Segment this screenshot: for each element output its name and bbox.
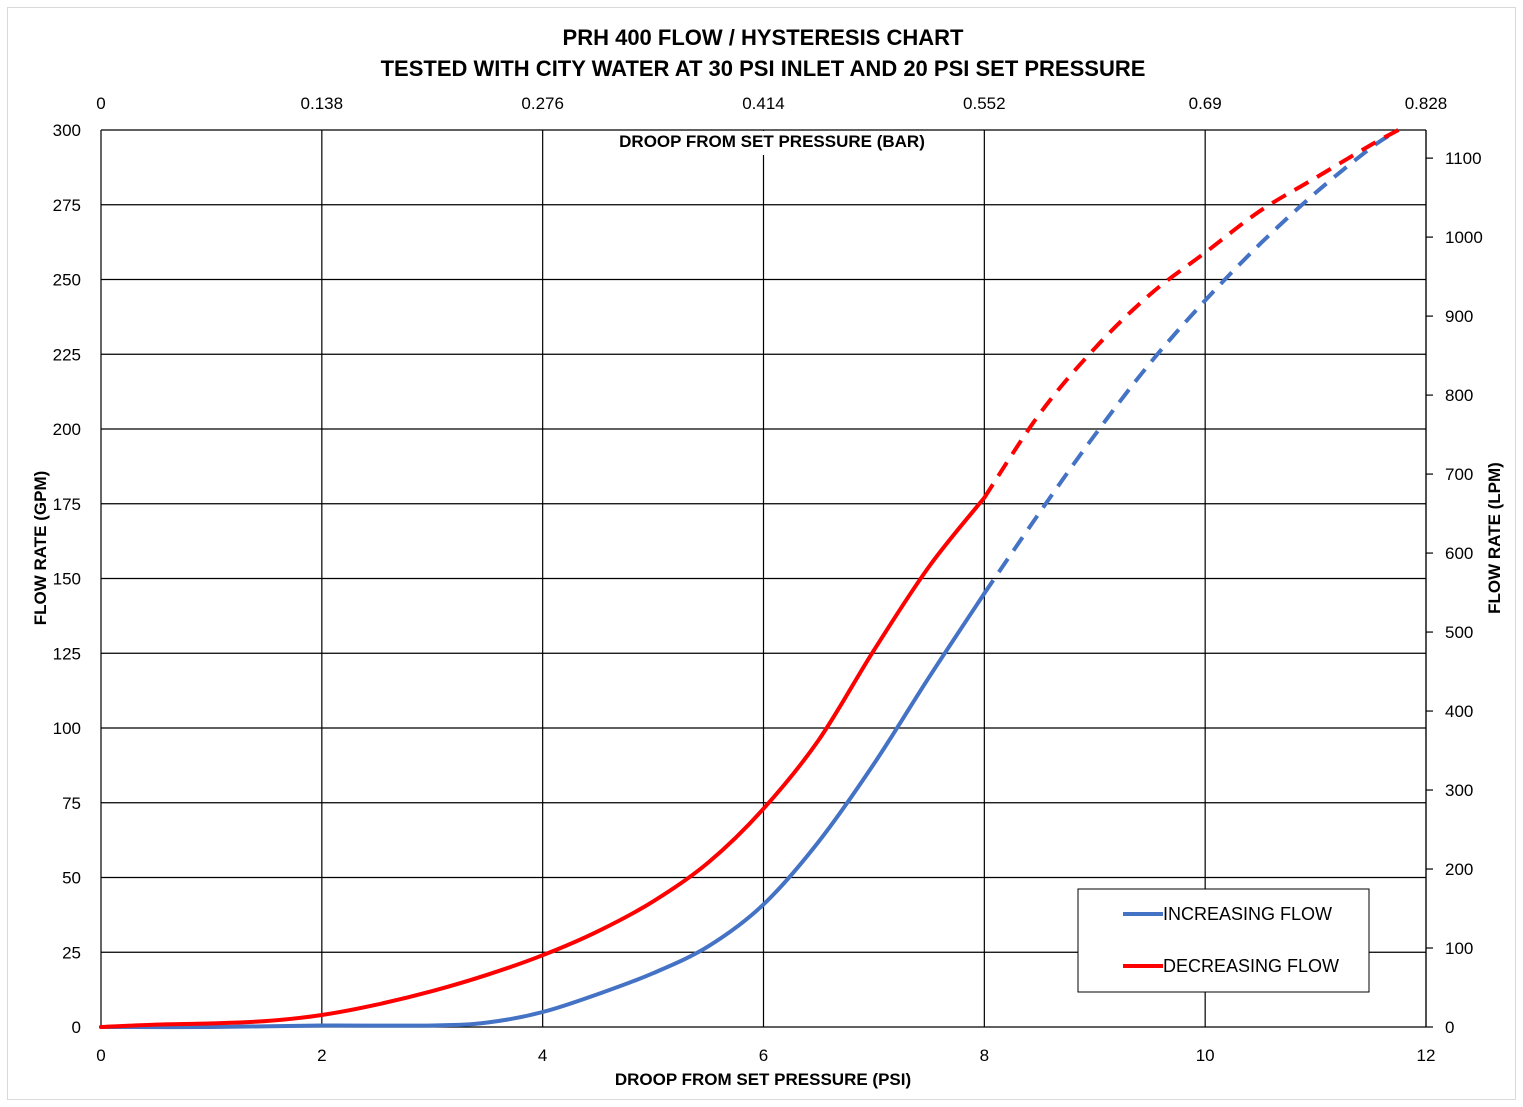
y-tick-label: 250 [53,271,81,290]
x2-tick-label: 0.828 [1405,94,1448,113]
x2-tick-label: 0.552 [963,94,1006,113]
decreasing-flow-projected-line [982,128,1400,499]
y2-tick-label: 100 [1445,939,1473,958]
x-axis-label: DROOP FROM SET PRESSURE (PSI) [615,1070,911,1089]
y2-tick-label: 500 [1445,623,1473,642]
legend: INCREASING FLOW DECREASING FLOW [1077,888,1370,993]
y2-tick-label: 0 [1445,1018,1454,1037]
y-tick-label: 200 [53,420,81,439]
y2-tick-label: 700 [1445,465,1473,484]
increasing-flow-line [99,591,987,1030]
decreasing-flow-line [99,495,987,1029]
legend-label-decreasing: DECREASING FLOW [1163,956,1339,976]
y2-tick-label: 600 [1445,544,1473,563]
y-tick-label: 275 [53,196,81,215]
x-tick-label: 8 [980,1046,989,1065]
y-tick-label: 175 [53,495,81,514]
y-tick-label: 150 [53,570,81,589]
series-lines [99,128,1400,1030]
x-tick-label: 4 [538,1046,547,1065]
x2-tick-label: 0.69 [1189,94,1222,113]
chart-subtitle: TESTED WITH CITY WATER AT 30 PSI INLET A… [381,56,1146,81]
y2-axis-label: FLOW RATE (LPM) [1485,462,1504,614]
top-axis-label: DROOP FROM SET PRESSURE (BAR) [619,132,925,151]
y-tick-label: 25 [62,943,81,962]
y2-tick-label: 300 [1445,781,1473,800]
y2-tick-label: 1100 [1445,149,1482,168]
grid-lines [100,129,1433,1028]
y-tick-label: 50 [62,869,81,888]
y2-tick-label: 200 [1445,860,1473,879]
chart-title: PRH 400 FLOW / HYSTERESIS CHART [563,25,965,50]
y-tick-label: 75 [62,794,81,813]
chart-frame [7,7,1516,1100]
y-tick-label: 0 [72,1018,81,1037]
x2-tick-label: 0.138 [301,94,344,113]
x-tick-label: 12 [1417,1046,1436,1065]
x2-tick-label: 0 [96,94,105,113]
legend-label-increasing: INCREASING FLOW [1163,904,1332,924]
x-tick-label: 0 [96,1046,105,1065]
y-axis-label: FLOW RATE (GPM) [31,471,50,626]
y-tick-label: 300 [53,121,81,140]
y2-tick-label: 400 [1445,702,1473,721]
legend-box [1077,888,1370,993]
x-tick-label: 6 [759,1046,768,1065]
x2-tick-label: 0.276 [521,94,564,113]
x2-tick-label: 0.414 [742,94,785,113]
y-tick-label: 125 [53,644,81,663]
y2-tick-label: 900 [1445,307,1473,326]
y2-tick-label: 1000 [1445,228,1483,247]
bar-axis-label-background [606,131,938,155]
x-tick-label: 10 [1196,1046,1215,1065]
x-tick-label: 2 [317,1046,326,1065]
increasing-flow-projected-line [982,128,1400,595]
y-tick-label: 225 [53,345,81,364]
y2-tick-label: 800 [1445,386,1473,405]
y-tick-label: 100 [53,719,81,738]
